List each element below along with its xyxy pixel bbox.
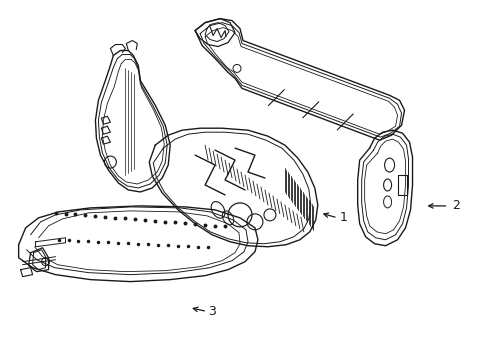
Text: 2: 2 [451, 199, 459, 212]
Text: 1: 1 [339, 211, 347, 224]
Text: 3: 3 [208, 305, 216, 318]
